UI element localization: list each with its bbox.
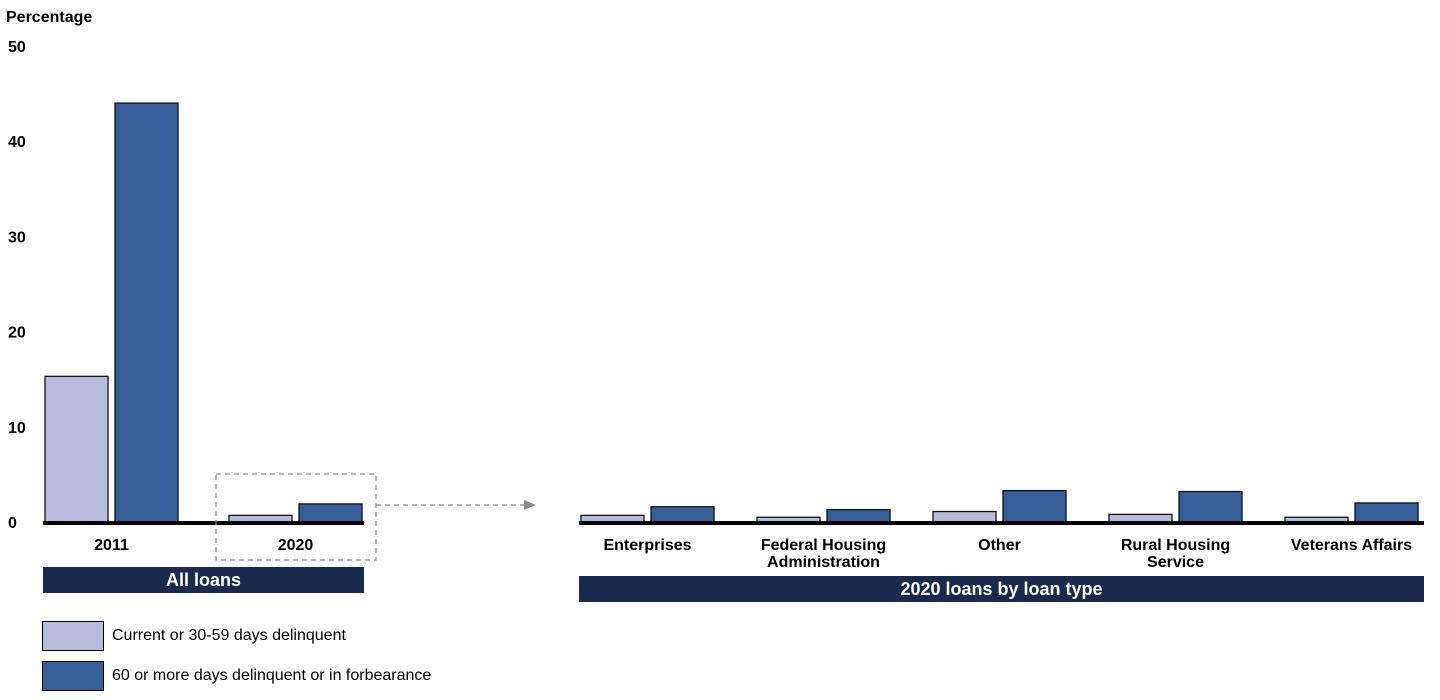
y-tick-label: 0 bbox=[8, 515, 17, 532]
category-label: Enterprises bbox=[603, 537, 691, 554]
panel-0: 2011 2020 All loans bbox=[43, 102, 364, 593]
category-label-line: Other bbox=[978, 537, 1021, 554]
bar-current bbox=[44, 375, 109, 523]
y-tick-label: 20 bbox=[8, 325, 26, 342]
y-axis-ticks: 0 10 20 30 40 50 bbox=[8, 39, 26, 532]
zoom-indicator bbox=[215, 473, 536, 561]
panel-band bbox=[579, 576, 1424, 602]
legend-label-delinquent: 60 or more days delinquent or in forbear… bbox=[112, 667, 432, 684]
y-tick-label: 40 bbox=[8, 134, 26, 151]
category-label-line: Veterans Affairs bbox=[1291, 537, 1412, 554]
y-tick-label: 30 bbox=[8, 229, 26, 246]
y-axis-title: Percentage bbox=[6, 9, 92, 26]
baseline bbox=[43, 521, 364, 525]
legend-swatch-current bbox=[42, 621, 104, 651]
y-tick-label: 50 bbox=[8, 39, 26, 56]
category-label: Veterans Affairs bbox=[1291, 537, 1412, 554]
y-tick-label: 10 bbox=[8, 420, 26, 437]
bar-delinquent bbox=[1002, 489, 1067, 523]
bar-delinquent bbox=[1178, 490, 1243, 523]
bar-delinquent bbox=[114, 102, 179, 523]
bar-delinquent bbox=[650, 506, 715, 523]
bar-delinquent bbox=[298, 503, 363, 523]
legend-item-current: Current or 30-59 days delinquent bbox=[42, 620, 431, 652]
category-label: Rural Housing Service bbox=[1121, 537, 1230, 571]
panel-1: Enterprises Federal Housing Administration… bbox=[579, 489, 1424, 602]
category-label-line: Administration bbox=[767, 554, 880, 571]
category-label: Federal Housing Administration bbox=[761, 537, 886, 571]
category-label-line: Enterprises bbox=[603, 537, 691, 554]
legend-label-current: Current or 30-59 days delinquent bbox=[112, 627, 346, 644]
category-label-line: Service bbox=[1147, 554, 1204, 571]
bar-current bbox=[1108, 513, 1173, 523]
category-label-line: 2020 bbox=[278, 537, 314, 554]
legend-item-delinquent: 60 or more days delinquent or in forbear… bbox=[42, 660, 431, 692]
category-label: 2011 bbox=[94, 537, 129, 554]
zoom-box bbox=[215, 473, 377, 561]
panel-band bbox=[43, 567, 364, 593]
zoom-arrow-head bbox=[524, 500, 536, 510]
legend-swatch-delinquent bbox=[42, 661, 104, 691]
bar-delinquent bbox=[826, 508, 891, 523]
category-label: 2020 bbox=[278, 537, 314, 554]
chart-canvas: Percentage 0 10 20 30 40 50 2011 2020 All loans… bbox=[6, 9, 1424, 602]
category-label-line: Rural Housing bbox=[1121, 537, 1230, 554]
panel-band-label: All loans bbox=[166, 570, 241, 590]
chart-panels: 2011 2020 All loans Enterprises Federal Hous… bbox=[43, 102, 1424, 602]
category-label: Other bbox=[978, 537, 1021, 554]
category-label-line: 2011 bbox=[94, 537, 129, 554]
bar-delinquent bbox=[1354, 502, 1419, 523]
bar-current bbox=[932, 510, 997, 523]
baseline bbox=[579, 521, 1424, 525]
panel-band-label: 2020 loans by loan type bbox=[900, 579, 1102, 599]
legend: Current or 30-59 days delinquent 60 or m… bbox=[42, 620, 431, 700]
category-label-line: Federal Housing bbox=[761, 537, 886, 554]
